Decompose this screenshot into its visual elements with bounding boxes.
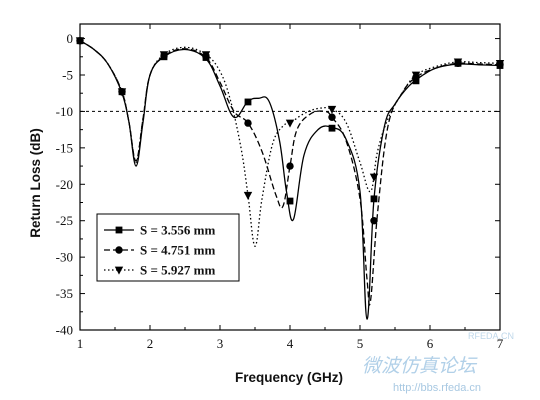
legend-item-3: S = 5.927 mm: [104, 263, 215, 278]
plot-frame: [79, 23, 501, 331]
watermark-url: http://bbs.rfeda.cn: [393, 382, 481, 394]
series-1-marker: [286, 197, 294, 205]
watermark: RFEDA.CN 微波仿真论坛 http://bbs.rfeda.cn: [362, 331, 514, 394]
y-tick-label: -20: [56, 177, 73, 192]
series-2-marker: [244, 119, 252, 127]
y-tick-label: 0: [67, 31, 74, 46]
series-3-marker: [201, 51, 211, 60]
watermark-chinese-text: 微波仿真论坛: [362, 355, 478, 377]
x-tick-label: 3: [217, 336, 224, 351]
legend: S = 3.556 mm S = 4.751 mm S = 5.927 mm: [96, 213, 240, 282]
axes-layer: 1 2 3 4 5 6 7 0 -5 -10 -15 -20 -25 -30 -35 -40: [56, 23, 504, 351]
y-tick-label: -40: [56, 323, 73, 338]
y-axis-label: Return Loss (dB): [28, 128, 43, 238]
legend-item-1-marker: [115, 226, 123, 234]
series-2-marker: [286, 162, 294, 170]
series-3-marker: [285, 119, 295, 128]
y-tick-label: -5: [62, 68, 73, 83]
y-tick-label: -30: [56, 250, 73, 265]
x-tick-label: 5: [357, 336, 364, 351]
series-3-marker: [159, 51, 169, 60]
series-3: [75, 37, 505, 247]
x-axis-label: Frequency (GHz): [235, 370, 343, 385]
series-2-marker: [370, 217, 378, 225]
legend-item-3-marker: [114, 266, 124, 275]
series-3-marker: [117, 88, 127, 97]
legend-item-3-label: S = 5.927 mm: [140, 263, 215, 278]
x-tick-label: 7: [497, 336, 504, 351]
y-tick-label: -15: [56, 140, 73, 155]
x-tick-label: 6: [427, 336, 434, 351]
legend-item-2-marker: [115, 246, 123, 254]
series-3-marker: [243, 191, 253, 200]
x-tick-label: 2: [147, 336, 154, 351]
series-1-marker: [244, 98, 252, 106]
x-tick-label: 4: [287, 336, 294, 351]
legend-item-2-label: S = 4.751 mm: [140, 243, 215, 258]
y-tick-label: -10: [56, 104, 73, 119]
y-tick-label: -25: [56, 213, 73, 228]
legend-item-2: S = 4.751 mm: [104, 243, 215, 258]
series-3-line: [79, 40, 501, 247]
series-3-marker: [369, 173, 379, 182]
series-3-marker: [453, 58, 463, 67]
series-3-marker: [411, 71, 421, 80]
series-1-marker: [370, 195, 378, 203]
x-tick-label: 1: [77, 336, 84, 351]
legend-item-1: S = 3.556 mm: [104, 223, 215, 238]
series-2-marker: [328, 113, 336, 121]
watermark-logo-text: RFEDA.CN: [468, 331, 514, 341]
y-tick-label: -35: [56, 286, 73, 301]
series-1-marker: [328, 124, 336, 132]
series-3-marker: [327, 105, 337, 114]
legend-item-1-label: S = 3.556 mm: [140, 223, 215, 238]
